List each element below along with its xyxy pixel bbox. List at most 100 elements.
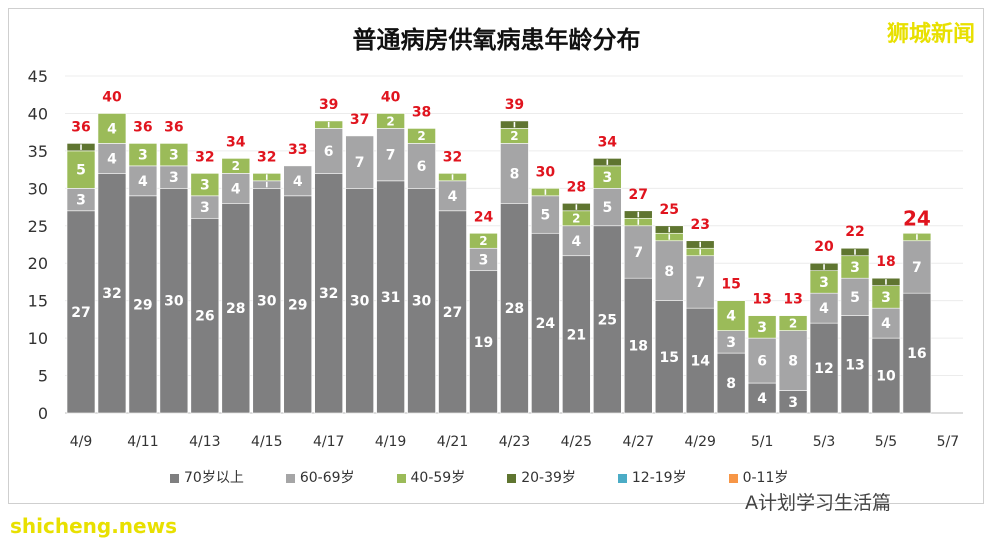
segment-label: 6 xyxy=(324,144,334,160)
bar-segment xyxy=(809,322,839,414)
segment-label: 4 xyxy=(881,316,891,332)
segment-label: 13 xyxy=(845,357,864,373)
segment-label: 7 xyxy=(633,245,643,261)
bar-segment xyxy=(809,292,839,324)
y-tick-label: 40 xyxy=(28,104,48,123)
legend-label: 60-69岁 xyxy=(299,470,355,486)
bar-segment xyxy=(840,277,870,316)
bar-segment xyxy=(747,315,777,339)
bar-segment xyxy=(345,135,374,189)
segment-label: 29 xyxy=(133,297,152,313)
segment-label: 7 xyxy=(386,148,396,164)
segment-label: 7 xyxy=(912,260,922,276)
segment-label: 27 xyxy=(443,305,462,321)
segment-label: 3 xyxy=(200,178,210,194)
y-tick-label: 45 xyxy=(28,67,48,86)
bar-segment xyxy=(66,210,96,414)
segment-label: 8 xyxy=(788,354,798,370)
bar-segment xyxy=(747,337,777,384)
bar-segment xyxy=(314,128,343,174)
bar-segment xyxy=(128,195,158,414)
bar-segment xyxy=(685,307,715,414)
total-label: 39 xyxy=(319,97,338,113)
x-tick-label: 4/15 xyxy=(251,434,282,450)
bar-segment xyxy=(778,315,808,331)
segment-label: 4 xyxy=(231,181,241,197)
segment-label: 3 xyxy=(757,320,767,336)
segment-label: 4 xyxy=(819,301,829,317)
legend-swatch xyxy=(617,473,627,483)
bar-segment xyxy=(283,195,313,414)
bar-segment xyxy=(562,225,591,257)
total-label: 15 xyxy=(721,277,740,293)
legend-item: 12-19岁 xyxy=(617,470,687,486)
x-tick-label: 4/9 xyxy=(70,434,93,450)
segment-label: 5 xyxy=(76,163,86,179)
logo: 狮城新闻 xyxy=(886,22,975,47)
bar-segment xyxy=(902,292,932,414)
segment-label: 3 xyxy=(819,275,829,291)
bar-segment xyxy=(469,232,498,249)
total-label: 38 xyxy=(412,104,431,120)
segment-label: 4 xyxy=(107,121,117,137)
y-tick-label: 35 xyxy=(28,142,48,161)
segment-label: 10 xyxy=(876,369,896,385)
segment-label: 8 xyxy=(726,376,736,392)
legend-item: 40-59岁 xyxy=(396,470,466,486)
segment-label: 12 xyxy=(814,361,833,377)
segment-label: 2 xyxy=(572,212,580,226)
legend-item: 20-39岁 xyxy=(507,470,576,486)
segment-label: 3 xyxy=(200,200,210,216)
total-label: 18 xyxy=(876,254,895,270)
segment-label: 30 xyxy=(164,294,184,310)
bar-segment xyxy=(252,188,282,414)
total-label: 39 xyxy=(505,97,524,113)
x-tick-label: 4/17 xyxy=(313,434,344,450)
x-tick-label: 4/29 xyxy=(684,434,715,450)
watermark-account: A计划学习生活篇 xyxy=(745,492,891,514)
segment-label: 31 xyxy=(381,290,400,306)
total-label: 30 xyxy=(536,164,556,180)
segment-label: 6 xyxy=(417,159,427,175)
x-tick-label: 5/5 xyxy=(875,434,898,450)
segment-label: 4 xyxy=(107,151,117,167)
total-label: 34 xyxy=(226,134,246,150)
total-label: 40 xyxy=(102,89,122,105)
legend-swatch xyxy=(507,473,517,483)
segment-label: 16 xyxy=(907,346,926,362)
x-tick-label: 4/21 xyxy=(437,434,468,450)
x-tick-label: 4/25 xyxy=(561,434,592,450)
segment-label: 5 xyxy=(541,208,551,224)
y-tick-label: 30 xyxy=(28,179,48,198)
segment-label: 3 xyxy=(138,148,148,164)
y-tick-label: 25 xyxy=(28,217,48,236)
bar-segment xyxy=(376,180,405,414)
legend-label: 40-59岁 xyxy=(410,470,466,486)
bar-segment xyxy=(221,203,251,414)
segment-label: 3 xyxy=(169,148,179,164)
bar-segment xyxy=(623,277,653,414)
bar-segment xyxy=(97,113,127,144)
legend-item: 0-11岁 xyxy=(728,470,788,486)
legend-item: 60-69岁 xyxy=(285,470,355,486)
segment-label: 32 xyxy=(102,286,121,302)
segment-label: 3 xyxy=(76,193,86,209)
segment-label: 28 xyxy=(505,301,524,317)
bar-segment xyxy=(376,128,405,182)
segment-label: 6 xyxy=(757,354,767,370)
x-tick-label: 4/19 xyxy=(375,434,406,450)
bar-segment xyxy=(840,315,870,414)
total-label: 36 xyxy=(164,119,183,135)
segment-label: 24 xyxy=(536,316,556,332)
total-label: 37 xyxy=(350,112,369,128)
total-label: 34 xyxy=(598,134,618,150)
x-tick-label: 5/3 xyxy=(813,434,836,450)
segment-label: 4 xyxy=(138,174,148,190)
bar-segment xyxy=(778,330,808,391)
bar-segment xyxy=(593,188,622,227)
segment-label: 3 xyxy=(788,395,798,411)
segment-label: 29 xyxy=(288,297,307,313)
y-tick-label: 15 xyxy=(28,292,48,311)
bar-segment xyxy=(221,173,251,204)
